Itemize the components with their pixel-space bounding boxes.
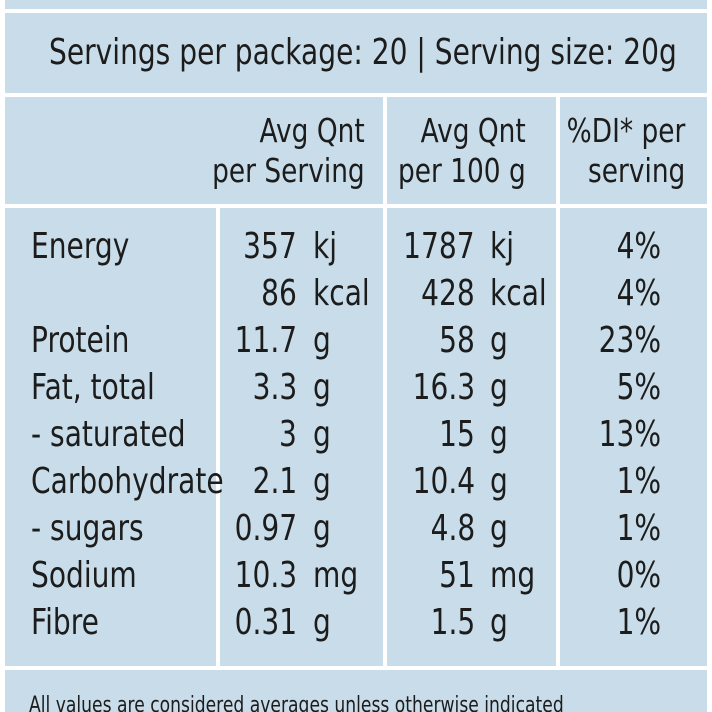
row-per100-unit: g [490, 461, 508, 502]
row-label: - sugars [31, 508, 144, 549]
row-per100-unit: kcal [490, 273, 547, 314]
servings-text-value: Servings per package: 20 | Serving size:… [49, 32, 677, 73]
row-per100-value: 428 [421, 273, 475, 314]
row-serving-unit: g [313, 414, 331, 455]
row-per100-value: 51 [439, 555, 475, 596]
row-per100-value: 4.8 [430, 508, 475, 549]
header-label-cell: Avg Qnt per Serving [5, 97, 383, 204]
footnote-text-value: All values are considered averages unles… [29, 693, 564, 712]
row-per100-unit: g [490, 602, 508, 643]
header-per-serving-line1: Avg Qnt [259, 111, 365, 150]
header-per100-line2: per 100 g [398, 150, 526, 190]
row-serving-value: 10.3 [234, 555, 297, 596]
per-serving-column [220, 208, 383, 666]
row-di-value: 13% [598, 414, 661, 455]
row-per100-value: 1.5 [430, 602, 475, 643]
footnote-text: All values are considered averages unles… [29, 695, 707, 712]
row-serving-unit: mg [313, 555, 359, 596]
row-serving-unit: g [313, 461, 331, 502]
row-label: Carbohydrate [31, 461, 224, 502]
column-header-di: %DI* per serving [566, 111, 685, 190]
row-di-value: 23% [598, 320, 661, 361]
row-per100-unit: g [490, 508, 508, 549]
row-serving-unit: g [313, 320, 331, 361]
row-serving-unit: g [313, 508, 331, 549]
per-100g-column [387, 208, 556, 666]
row-serving-value: 86 [261, 273, 297, 314]
row-di-value: 1% [616, 461, 661, 502]
row-serving-value: 357 [243, 226, 297, 267]
row-label: Fat, total [31, 367, 155, 408]
row-serving-unit: g [313, 367, 331, 408]
row-per100-unit: g [490, 367, 508, 408]
row-di-value: 4% [616, 273, 661, 314]
di-column [560, 208, 707, 666]
header-di-line2: serving [587, 150, 685, 190]
labels-column [5, 208, 216, 666]
row-per100-unit: kj [490, 226, 515, 267]
footnote-row: All values are considered averages unles… [5, 670, 707, 712]
row-per100-value: 1787 [403, 226, 475, 267]
servings-text: Servings per package: 20 | Serving size:… [49, 35, 707, 71]
row-per100-unit: g [490, 414, 508, 455]
header-per-serving-line2: per Serving [212, 150, 365, 190]
row-di-value: 1% [616, 602, 661, 643]
row-per100-unit: mg [490, 555, 536, 596]
row-serving-value: 0.31 [234, 602, 297, 643]
row-label: Protein [31, 320, 130, 361]
row-label: - saturated [31, 414, 186, 455]
row-label: Energy [31, 226, 130, 267]
row-serving-unit: kj [313, 226, 338, 267]
row-label: Fibre [31, 602, 99, 643]
row-per100-value: 10.4 [412, 461, 475, 502]
row-serving-value: 2.1 [252, 461, 297, 502]
row-di-value: 1% [616, 508, 661, 549]
row-serving-value: 3.3 [252, 367, 297, 408]
row-serving-value: 0.97 [234, 508, 297, 549]
header-per100-cell: Avg Qnt per 100 g [387, 97, 556, 204]
row-label: Sodium [31, 555, 137, 596]
row-serving-value: 11.7 [234, 320, 297, 361]
row-per100-value: 16.3 [412, 367, 475, 408]
row-di-value: 4% [616, 226, 661, 267]
row-di-value: 0% [616, 555, 661, 596]
column-header-per-100g: Avg Qnt per 100 g [398, 111, 526, 190]
row-serving-value: 3 [279, 414, 297, 455]
row-per100-unit: g [490, 320, 508, 361]
header-di-line1: %DI* per [566, 111, 685, 150]
column-header-per-serving: Avg Qnt per Serving [212, 111, 365, 190]
header-per100-line1: Avg Qnt [420, 111, 526, 150]
row-di-value: 5% [616, 367, 661, 408]
row-serving-unit: g [313, 602, 331, 643]
top-strip [5, 0, 707, 9]
row-per100-value: 15 [439, 414, 475, 455]
row-per100-value: 58 [439, 320, 475, 361]
servings-row: Servings per package: 20 | Serving size:… [5, 13, 707, 93]
header-di-cell: %DI* per serving [560, 97, 707, 204]
row-serving-unit: kcal [313, 273, 370, 314]
